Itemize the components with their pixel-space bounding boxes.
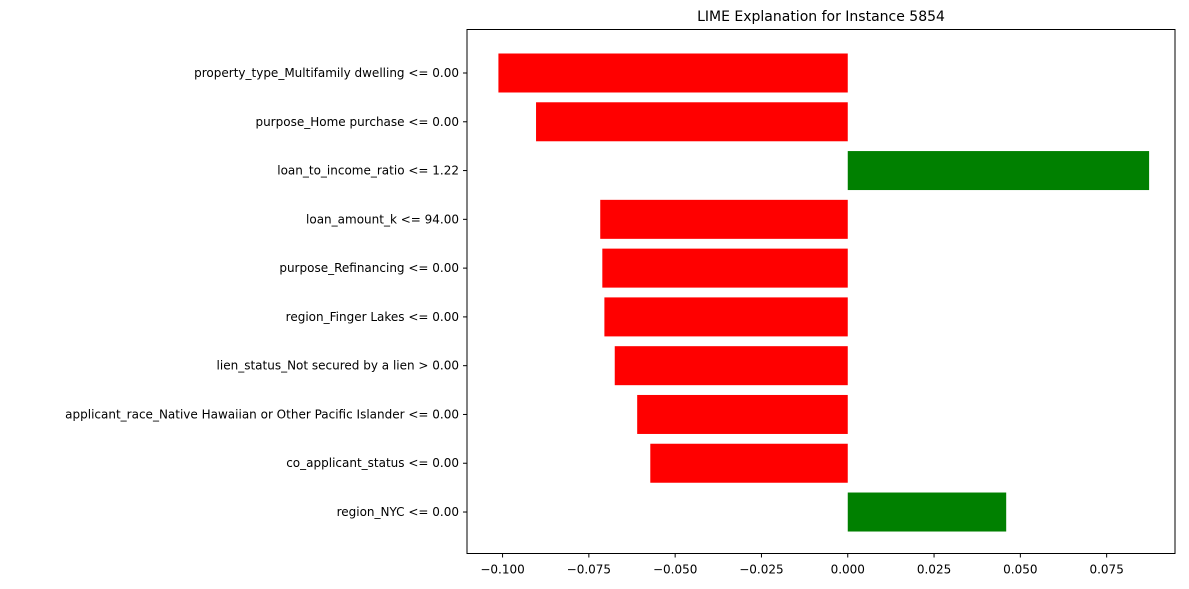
x-tick-label-2: −0.050 bbox=[653, 563, 697, 577]
bar-9 bbox=[847, 492, 1007, 532]
x-tick-label-7: 0.075 bbox=[1089, 563, 1123, 577]
x-tick-label-3: −0.025 bbox=[739, 563, 783, 577]
y-tick-label-9: region_NYC <= 0.00 bbox=[337, 505, 459, 519]
bar-7 bbox=[637, 394, 848, 434]
bar-4 bbox=[602, 248, 848, 288]
bar-1 bbox=[536, 102, 848, 142]
chart-title: LIME Explanation for Instance 5854 bbox=[697, 9, 945, 25]
bar-5 bbox=[604, 297, 848, 337]
y-tick-label-8: co_applicant_status <= 0.00 bbox=[286, 456, 459, 470]
y-tick-label-5: region_Finger Lakes <= 0.00 bbox=[286, 310, 459, 324]
y-tick-label-2: loan_to_income_ratio <= 1.22 bbox=[277, 164, 459, 178]
x-tick-label-1: −0.075 bbox=[567, 563, 611, 577]
bar-8 bbox=[650, 443, 848, 483]
bar-3 bbox=[600, 199, 848, 239]
x-axis: −0.100 −0.075 −0.050 −0.025 0.000 0.025 0.050 0… bbox=[480, 553, 1124, 577]
bars-group bbox=[498, 53, 1150, 532]
y-tick-label-7: applicant_race_Native Hawaiian or Other … bbox=[65, 407, 459, 421]
x-tick-label-6: 0.050 bbox=[1003, 563, 1037, 577]
plot-frame bbox=[466, 29, 1176, 554]
x-tick-label-4: 0.000 bbox=[831, 563, 865, 577]
y-tick-label-4: purpose_Refinancing <= 0.00 bbox=[279, 261, 459, 275]
x-tick-label-0: −0.100 bbox=[480, 563, 524, 577]
y-tick-labels: property_type_Multifamily dwelling <= 0.… bbox=[65, 66, 467, 519]
x-tick-label-5: 0.025 bbox=[917, 563, 951, 577]
y-tick-label-6: lien_status_Not secured by a lien > 0.00 bbox=[217, 359, 459, 373]
bar-2 bbox=[847, 151, 1150, 191]
bar-6 bbox=[614, 346, 848, 386]
y-tick-label-1: purpose_Home purchase <= 0.00 bbox=[255, 115, 459, 129]
y-tick-label-0: property_type_Multifamily dwelling <= 0.… bbox=[194, 66, 459, 80]
bar-0 bbox=[498, 53, 848, 93]
y-tick-label-3: loan_amount_k <= 94.00 bbox=[306, 212, 459, 226]
